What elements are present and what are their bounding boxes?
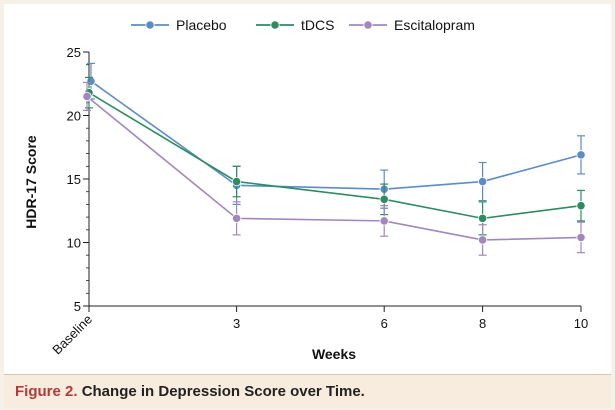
series-line: [86, 95, 582, 241]
data-point: [477, 235, 488, 245]
legend-label: Escitalopram: [394, 17, 475, 33]
y-tick-label: 20: [67, 109, 81, 124]
data-point: [232, 213, 242, 223]
x-tick-label: Baseline: [49, 312, 95, 358]
legend-item-placebo: Placebo: [131, 17, 227, 33]
data-point: [82, 91, 92, 102]
series-line: [90, 80, 582, 190]
legend-label: Placebo: [176, 17, 227, 33]
x-axis-label: Weeks: [312, 346, 356, 362]
series-layer: [82, 62, 586, 256]
caption-label: Figure 2.: [15, 383, 78, 400]
series-escitalopram: [82, 81, 586, 256]
axes: 5 10 15 20 25 Baseline 3 6 8 10: [49, 45, 588, 357]
legend: Placebo tDCS Escitalopram: [131, 17, 475, 33]
data-point: [576, 232, 586, 243]
line-chart: Placebo tDCS Escitalopram 5 10 15 20 25 Baselin…: [23, 17, 588, 362]
x-tick-label: 8: [479, 316, 486, 331]
data-point: [477, 176, 488, 187]
data-point: [232, 176, 242, 187]
x-tick-label: 3: [233, 316, 240, 331]
data-point: [379, 194, 389, 204]
y-axis-label: HDR-17 Score: [23, 135, 39, 229]
series-tdcs: [84, 76, 586, 236]
data-point: [379, 216, 389, 226]
legend-label: tDCS: [301, 17, 334, 33]
data-point: [576, 150, 586, 160]
y-tick-label: 25: [67, 45, 81, 60]
legend-marker: [145, 20, 155, 30]
y-tick-label: 10: [67, 236, 81, 251]
caption-bar: Figure 2. Change in Depression Score ove…: [4, 374, 611, 408]
y-tick-label: 15: [67, 172, 81, 187]
y-tick-label: 5: [74, 299, 81, 314]
legend-item-escitalopram: Escitalopram: [349, 17, 475, 33]
figure-caption: Figure 2. Change in Depression Score ove…: [15, 383, 365, 400]
x-tick-label: 10: [574, 316, 588, 331]
data-point: [477, 213, 488, 223]
series-line: [88, 91, 582, 220]
chart-panel: Placebo tDCS Escitalopram 5 10 15 20 25 Baselin…: [4, 4, 611, 374]
legend-item-tdcs: tDCS: [256, 17, 334, 33]
caption-text: Change in Depression Score over Time.: [81, 383, 365, 400]
data-point: [576, 201, 586, 211]
data-point: [86, 76, 96, 86]
legend-marker: [363, 20, 373, 30]
legend-marker: [270, 20, 280, 30]
x-tick-label: 6: [381, 316, 388, 331]
